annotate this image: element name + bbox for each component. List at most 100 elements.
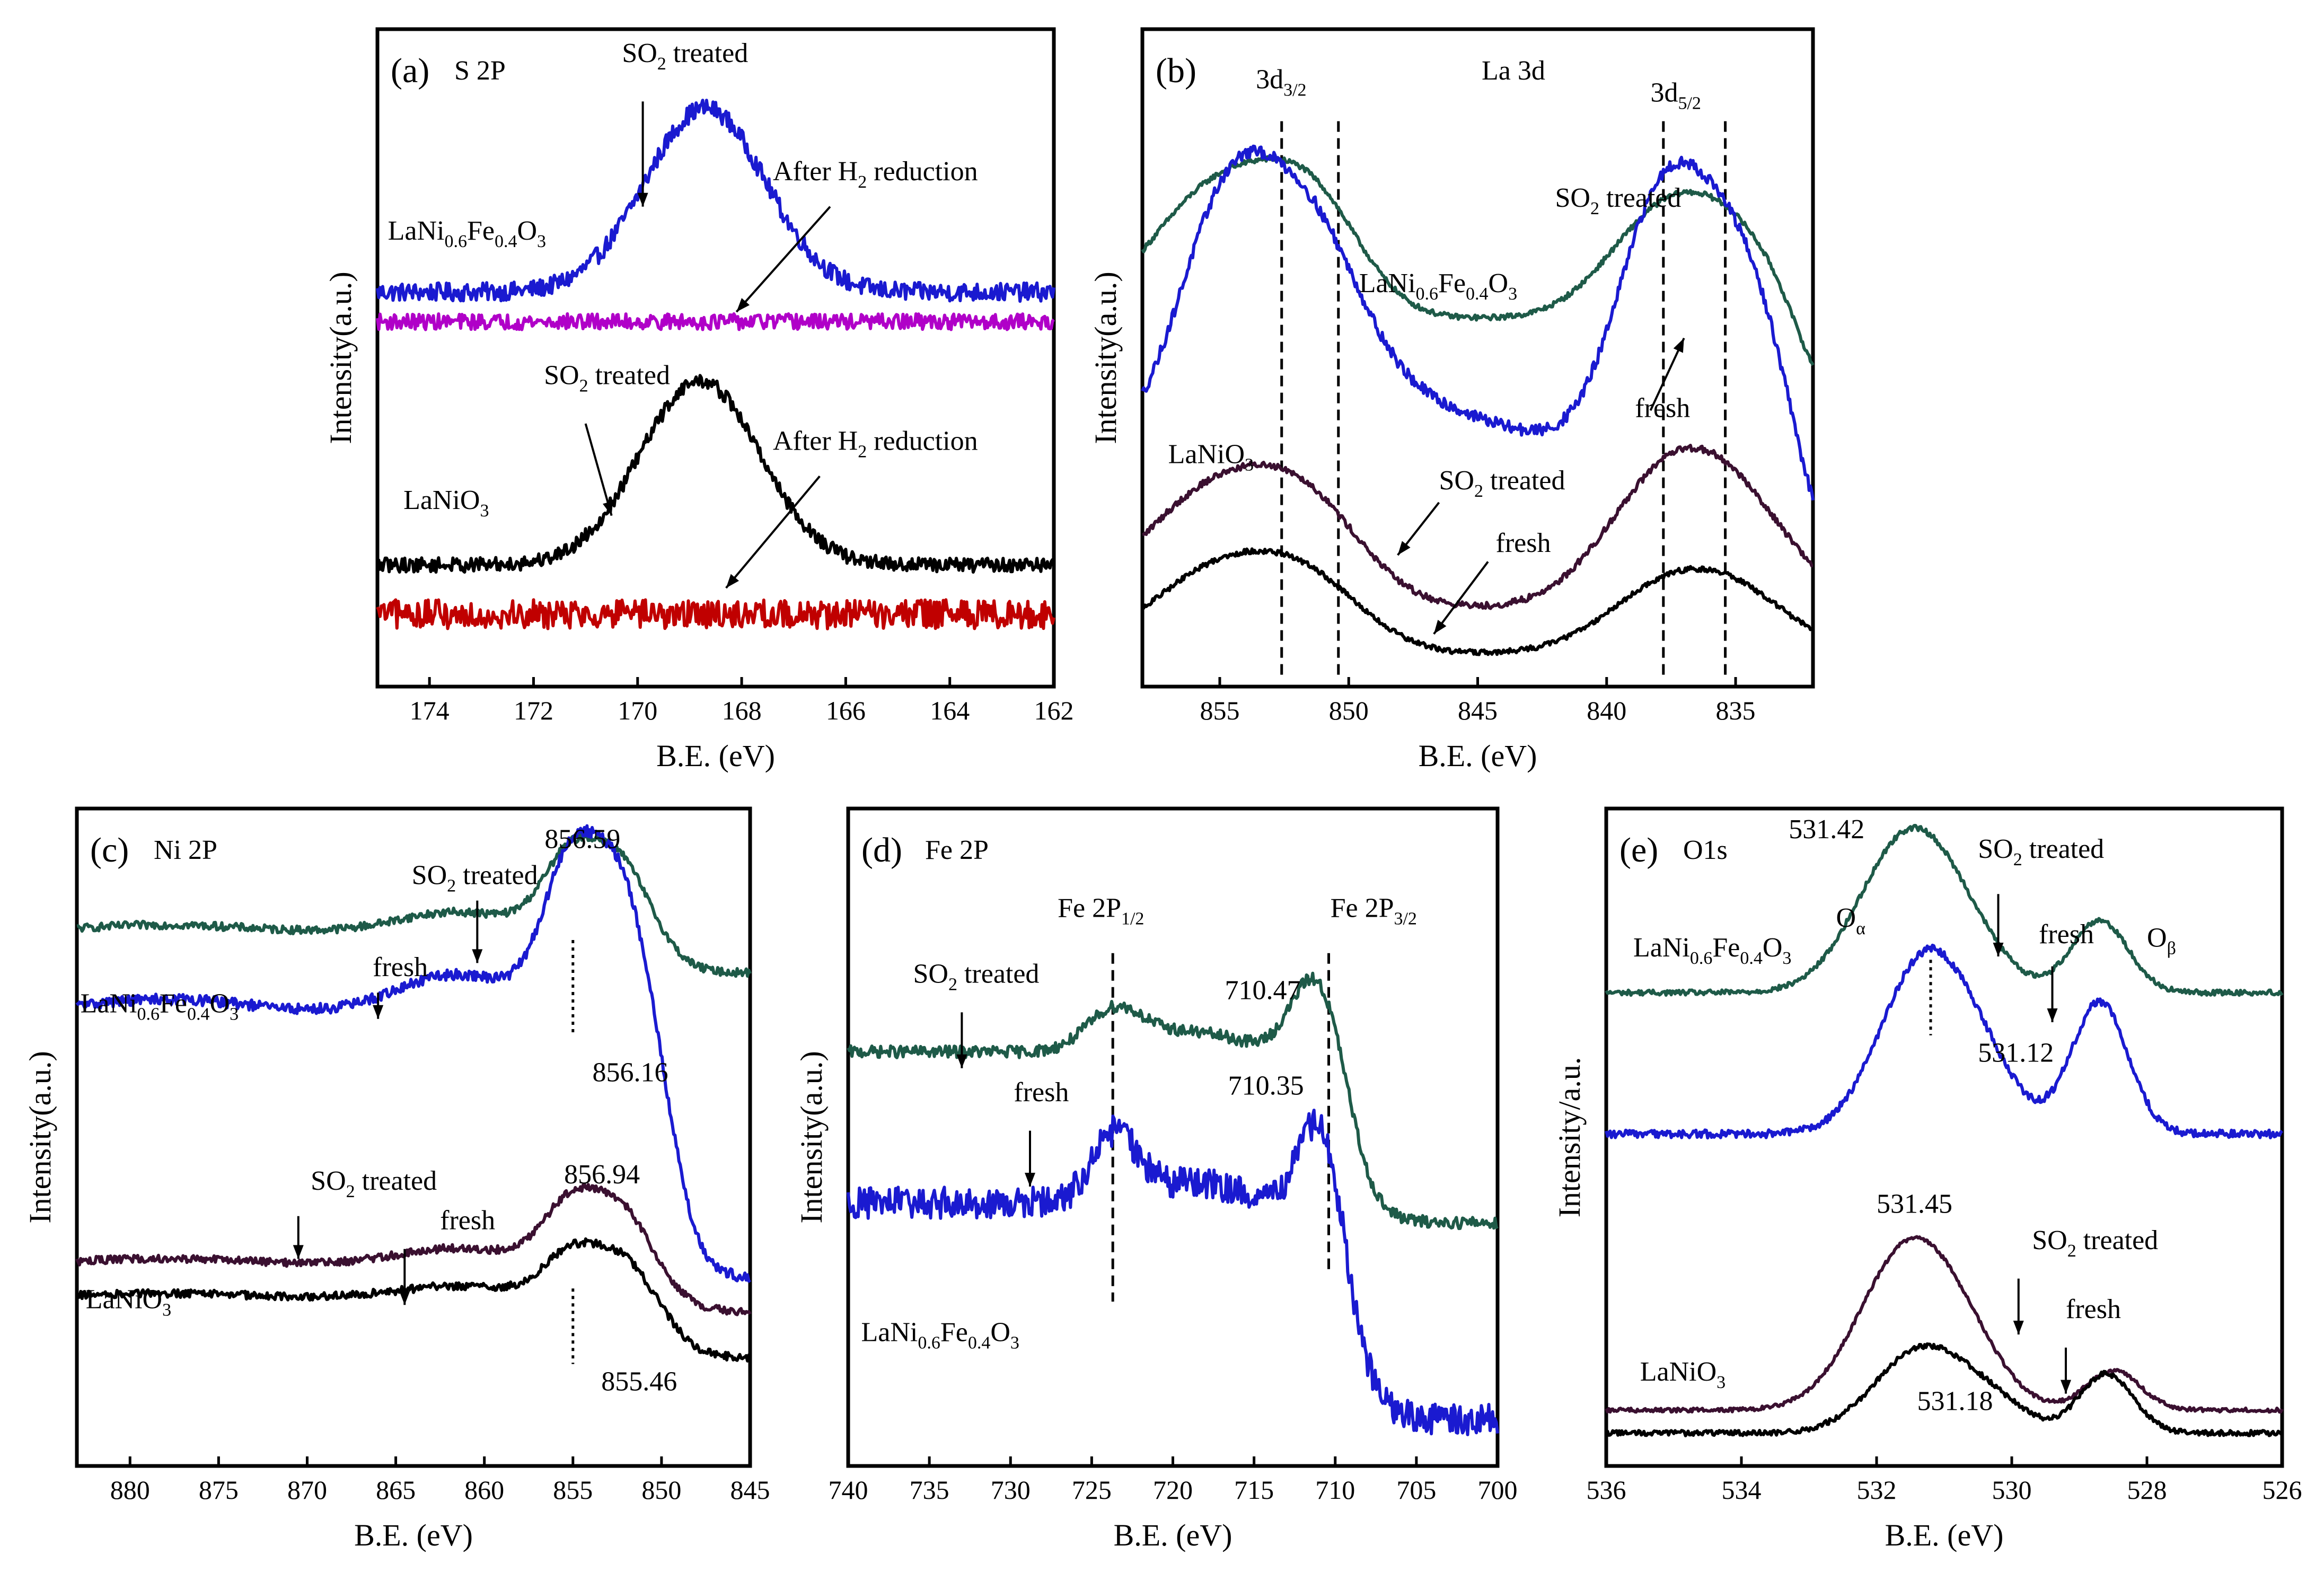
annotation-arrowhead xyxy=(2061,1380,2071,1394)
annotation-part: O xyxy=(1836,903,1856,933)
x-tick-label: 168 xyxy=(722,696,762,725)
sample-label-part: Fe xyxy=(160,988,187,1018)
annotation-arrowhead xyxy=(2047,1008,2058,1022)
annotation-arrowhead xyxy=(399,1291,410,1305)
annotation-part: fresh xyxy=(440,1206,495,1236)
annotation-part: 856.94 xyxy=(564,1160,640,1190)
annotation-part: 2 xyxy=(346,1182,355,1201)
sample-label: LaNi0.6Fe0.4O3 xyxy=(861,1317,1019,1353)
sample-label: LaNi0.6Fe0.4O3 xyxy=(1359,268,1517,304)
annotation-part: 710.47 xyxy=(1225,976,1301,1006)
x-tick-label: 526 xyxy=(2263,1475,2302,1505)
annotation: SO2 treated xyxy=(1439,466,1565,501)
panel-title: Fe 2P xyxy=(925,835,989,865)
annotation: fresh xyxy=(2039,919,2094,950)
annotation-arrowhead xyxy=(637,192,648,207)
annotation-part: fresh xyxy=(373,952,428,982)
x-tick-label: 172 xyxy=(514,696,553,725)
sample-label-part: 0.4 xyxy=(968,1333,991,1353)
panel-label: (e) xyxy=(1619,831,1658,870)
annotation: 856.16 xyxy=(593,1058,668,1088)
sample-label-part: O xyxy=(1489,268,1509,298)
sample-label-part: O xyxy=(517,216,537,246)
annotation-part: 710.35 xyxy=(1228,1070,1304,1101)
sample-label-part: 3 xyxy=(1010,1333,1019,1353)
annotation-part: 2 xyxy=(1590,199,1599,218)
annotation-part: SO xyxy=(412,860,447,891)
annotation-part: SO xyxy=(1439,466,1474,496)
annotation: 710.47 xyxy=(1225,976,1301,1006)
series-line xyxy=(75,1237,752,1363)
sample-label-part: 3 xyxy=(537,232,546,251)
sample-label-part: 0.4 xyxy=(1740,949,1763,968)
annotation-part: 531.45 xyxy=(1877,1189,1952,1219)
annotation: fresh xyxy=(440,1206,495,1236)
panel-d: 740 735 730 725 720 715 710 705 700 B.E. (eV) Inte… xyxy=(794,806,1518,1552)
annotation: fresh xyxy=(1014,1077,1069,1108)
annotation-part: Fe 2P xyxy=(1058,893,1121,924)
sample-label-part: 0.4 xyxy=(1466,284,1489,304)
sample-label-part: Fe xyxy=(467,216,495,246)
x-tick-label: 705 xyxy=(1396,1475,1436,1505)
annotation-part: β xyxy=(2167,938,2176,958)
annotation-arrow xyxy=(725,475,821,589)
sample-label-part: LaNi xyxy=(1633,933,1690,963)
annotation-arrowhead xyxy=(1673,338,1684,353)
annotation-part: Fe 2P xyxy=(1331,893,1394,924)
annotation: Fe 2P3/2 xyxy=(1331,893,1417,929)
annotation-part: fresh xyxy=(1496,528,1551,558)
annotation-part: fresh xyxy=(2039,919,2094,950)
annotation-part: 2 xyxy=(858,172,867,192)
annotation-part: fresh xyxy=(1014,1077,1069,1108)
sample-label-part: 3 xyxy=(230,1004,239,1024)
annotation-part: 1/2 xyxy=(1121,909,1144,929)
series-line xyxy=(847,971,1499,1231)
x-tick-label: 860 xyxy=(464,1475,504,1505)
annotation-part: SO xyxy=(2032,1225,2067,1255)
x-tick-label: 840 xyxy=(1587,696,1626,725)
annotation: SO2 treated xyxy=(622,38,748,74)
annotation-arrowhead xyxy=(1993,943,2004,956)
annotation-part: fresh xyxy=(2066,1294,2121,1324)
annotation-part: 3/2 xyxy=(1394,909,1416,929)
annotation: SO2 treated xyxy=(1555,183,1681,218)
sample-label-part: 3d xyxy=(1650,77,1678,108)
annotation-part: SO xyxy=(1555,183,1590,213)
annotation-arrowhead xyxy=(726,574,739,588)
series-line xyxy=(75,824,752,1283)
annotation-part: 2 xyxy=(858,442,867,462)
annotation-arrowhead xyxy=(1025,1173,1035,1187)
y-axis-label: Intensity(a.u.) xyxy=(23,1051,57,1223)
x-tick-label: 870 xyxy=(287,1475,327,1505)
series-line xyxy=(1141,144,1815,501)
sample-label: LaNiO3 xyxy=(86,1284,171,1320)
annotation: 710.35 xyxy=(1228,1070,1304,1101)
annotation-part: treated xyxy=(456,860,538,891)
annotation-arrowhead xyxy=(956,1054,967,1068)
x-axis-label: B.E. (eV) xyxy=(656,739,775,773)
x-tick-label: 725 xyxy=(1072,1475,1112,1505)
annotation: SO2 treated xyxy=(913,959,1040,995)
annotation-part: treated xyxy=(957,959,1039,989)
x-tick-label: 720 xyxy=(1153,1475,1193,1505)
sample-label: LaNi0.6Fe0.4O3 xyxy=(1633,933,1791,968)
annotation-part: O xyxy=(2147,923,2167,953)
x-tick-label: 174 xyxy=(410,696,450,725)
series-line xyxy=(1141,547,1815,656)
sample-label-part: 3d xyxy=(1256,65,1283,95)
panel-title: La 3d xyxy=(1482,56,1545,86)
annotation-part: After H xyxy=(773,156,858,187)
annotation: SO2 treated xyxy=(412,860,538,896)
sample-label-part: 0.6 xyxy=(1690,949,1713,968)
sample-label-part: LaNiO xyxy=(1168,439,1245,469)
annotation: fresh xyxy=(1635,393,1690,424)
annotation-part: 2 xyxy=(579,376,588,396)
annotation: After H2 reduction xyxy=(773,426,978,462)
plot-frame xyxy=(75,806,752,1468)
series-line xyxy=(376,312,1055,331)
series-line xyxy=(76,832,752,978)
annotation: 531.45 xyxy=(1877,1189,1952,1219)
annotation: fresh xyxy=(1496,528,1551,558)
annotation: fresh xyxy=(2066,1294,2121,1324)
